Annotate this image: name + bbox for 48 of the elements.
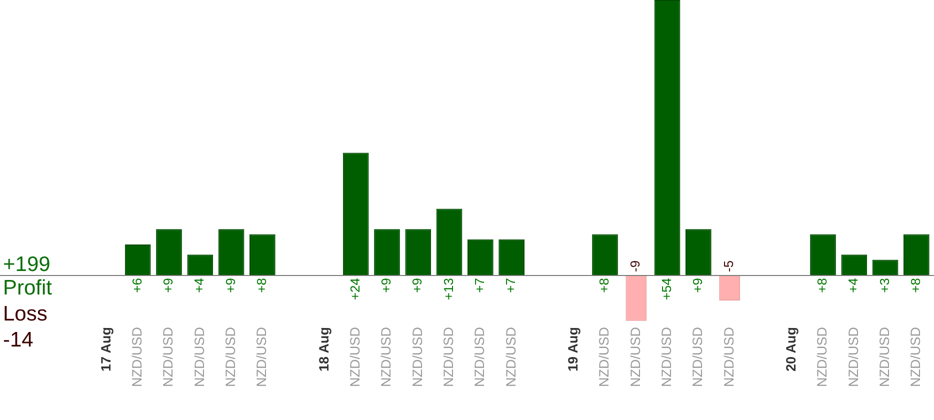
x-tick-label: NZD/USD <box>503 326 518 387</box>
x-tick-label: NZD/USD <box>877 326 892 387</box>
x-tick-label: NZD/USD <box>410 326 425 387</box>
text: -14 <box>3 328 34 352</box>
data-label: +7 <box>503 278 518 293</box>
x-tick-label: NZD/USD <box>814 326 830 387</box>
data-label: +6 <box>129 278 144 293</box>
data-label: +9 <box>410 278 425 293</box>
data-label: +8 <box>596 278 612 293</box>
data-label: +3 <box>876 278 892 293</box>
data-label: +13 <box>440 278 456 300</box>
data-label: +8 <box>814 278 830 293</box>
data-label: +4 <box>846 278 861 293</box>
x-tick-label: NZD/USD <box>441 326 456 387</box>
text: Loss <box>3 302 48 326</box>
x-tick-label: 18 Aug <box>316 327 332 372</box>
data-label: -5 <box>721 260 736 272</box>
x-tick-label: 17 Aug <box>98 327 114 372</box>
x-tick-label: NZD/USD <box>348 326 363 387</box>
x-tick-label: NZD/USD <box>192 326 207 387</box>
x-tick-label: NZD/USD <box>254 326 270 387</box>
x-tick-label: NZD/USD <box>659 326 674 387</box>
x-tick-label: NZD/USD <box>846 326 861 387</box>
x-tick-label: NZD/USD <box>160 326 176 387</box>
data-label: +54 <box>658 278 674 300</box>
x-tick-label: NZD/USD <box>596 326 612 387</box>
data-label: +8 <box>908 278 924 293</box>
x-tick-label: 20 Aug <box>784 327 799 372</box>
x-tick-label: NZD/USD <box>378 326 394 387</box>
data-label: +9 <box>222 278 238 293</box>
data-label: +7 <box>472 278 488 293</box>
x-tick-label: NZD/USD <box>690 326 706 387</box>
x-tick-label: NZD/USD <box>908 326 924 387</box>
x-tick-label: NZD/USD <box>130 326 145 387</box>
data-label: +24 <box>347 278 362 300</box>
x-tick-label: NZD/USD <box>223 326 238 387</box>
text: +199 <box>3 253 50 276</box>
x-tick-label: NZD/USD <box>721 326 736 387</box>
y-axis-title: Profit <box>3 276 52 300</box>
data-label: +8 <box>254 278 270 293</box>
data-label: +4 <box>192 278 207 293</box>
x-tick-label: NZD/USD <box>472 326 488 387</box>
data-label: +9 <box>690 278 706 293</box>
x-tick-label: NZD/USD <box>628 326 643 387</box>
x-tick-label: 19 Aug <box>566 327 581 372</box>
data-label: -9 <box>628 260 643 272</box>
data-label: +9 <box>160 278 176 293</box>
data-label: +9 <box>378 278 394 293</box>
